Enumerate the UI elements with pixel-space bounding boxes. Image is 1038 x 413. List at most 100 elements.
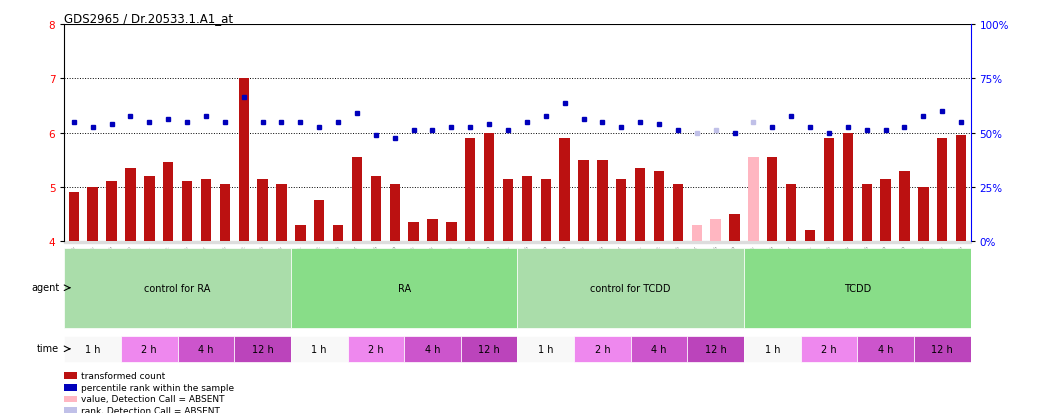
Text: GDS2965 / Dr.20533.1.A1_at: GDS2965 / Dr.20533.1.A1_at — [64, 12, 234, 25]
Text: 12 h: 12 h — [931, 344, 953, 354]
Bar — [366, 242, 385, 244]
Bar — [611, 242, 631, 244]
Bar — [880, 179, 891, 242]
Bar — [895, 242, 913, 244]
Bar — [121, 242, 140, 244]
Bar — [200, 179, 211, 242]
Bar — [597, 160, 607, 242]
FancyBboxPatch shape — [517, 248, 744, 328]
FancyBboxPatch shape — [64, 336, 121, 362]
FancyBboxPatch shape — [348, 336, 404, 362]
Bar — [140, 242, 159, 244]
Bar — [706, 242, 726, 244]
Bar — [687, 242, 706, 244]
Bar — [782, 242, 800, 244]
Bar — [541, 179, 551, 242]
FancyBboxPatch shape — [800, 336, 857, 362]
Bar — [257, 179, 268, 242]
FancyBboxPatch shape — [517, 336, 574, 362]
Text: 4 h: 4 h — [878, 344, 894, 354]
Text: rank, Detection Call = ABSENT: rank, Detection Call = ABSENT — [81, 406, 220, 413]
Text: value, Detection Call = ABSENT: value, Detection Call = ABSENT — [81, 394, 224, 404]
Bar — [163, 163, 173, 242]
Bar — [578, 160, 589, 242]
FancyBboxPatch shape — [291, 336, 348, 362]
Bar — [239, 79, 249, 242]
FancyBboxPatch shape — [574, 336, 631, 362]
Text: time: time — [37, 343, 59, 353]
Bar — [428, 220, 438, 242]
Bar — [635, 169, 646, 242]
Text: 12 h: 12 h — [251, 344, 273, 354]
FancyBboxPatch shape — [461, 336, 517, 362]
Text: 4 h: 4 h — [425, 344, 440, 354]
Text: control for TCDD: control for TCDD — [591, 283, 671, 293]
Text: 2 h: 2 h — [821, 344, 837, 354]
Text: agent: agent — [31, 282, 59, 292]
FancyBboxPatch shape — [177, 336, 235, 362]
Bar — [820, 242, 839, 244]
Bar — [517, 242, 537, 244]
Bar — [843, 133, 853, 242]
Bar — [555, 242, 574, 244]
Bar — [465, 139, 475, 242]
Text: 4 h: 4 h — [651, 344, 666, 354]
Bar — [919, 188, 929, 242]
Text: 2 h: 2 h — [368, 344, 384, 354]
Bar — [673, 185, 683, 242]
Text: 1 h: 1 h — [765, 344, 780, 354]
Text: 12 h: 12 h — [479, 344, 500, 354]
Bar — [144, 177, 155, 242]
Bar — [484, 133, 494, 242]
Bar — [291, 242, 309, 244]
FancyBboxPatch shape — [913, 336, 971, 362]
Bar — [876, 242, 895, 244]
Bar — [253, 242, 272, 244]
Bar — [352, 158, 362, 242]
FancyBboxPatch shape — [857, 336, 913, 362]
FancyBboxPatch shape — [631, 336, 687, 362]
Bar — [371, 177, 381, 242]
Bar — [617, 179, 627, 242]
Text: transformed count: transformed count — [81, 371, 165, 380]
Bar — [276, 185, 286, 242]
FancyBboxPatch shape — [687, 336, 744, 362]
FancyBboxPatch shape — [121, 336, 177, 362]
Bar — [786, 185, 796, 242]
Text: TCDD: TCDD — [844, 283, 871, 293]
Text: 1 h: 1 h — [538, 344, 553, 354]
Bar — [424, 242, 442, 244]
Bar — [730, 214, 740, 242]
Bar — [726, 242, 744, 244]
Bar — [196, 242, 216, 244]
Bar — [650, 242, 668, 244]
Bar — [126, 169, 136, 242]
Bar — [498, 242, 517, 244]
Bar — [220, 185, 230, 242]
Text: control for RA: control for RA — [144, 283, 211, 293]
Bar — [177, 242, 196, 244]
Bar — [480, 242, 498, 244]
Bar — [537, 242, 555, 244]
FancyBboxPatch shape — [291, 248, 517, 328]
Bar — [857, 242, 876, 244]
Bar — [937, 139, 948, 242]
Bar — [502, 179, 513, 242]
Bar — [446, 223, 457, 242]
Bar — [913, 242, 933, 244]
Bar — [69, 193, 79, 242]
Bar — [668, 242, 687, 244]
Bar — [744, 242, 763, 244]
FancyBboxPatch shape — [744, 336, 800, 362]
Text: 1 h: 1 h — [85, 344, 101, 354]
Bar — [333, 225, 344, 242]
Bar — [404, 242, 424, 244]
Bar — [654, 171, 664, 242]
Text: 2 h: 2 h — [141, 344, 157, 354]
Bar — [83, 242, 102, 244]
Text: 12 h: 12 h — [705, 344, 727, 354]
Bar — [329, 242, 348, 244]
Bar — [767, 158, 777, 242]
Bar — [389, 185, 400, 242]
Bar — [899, 171, 909, 242]
